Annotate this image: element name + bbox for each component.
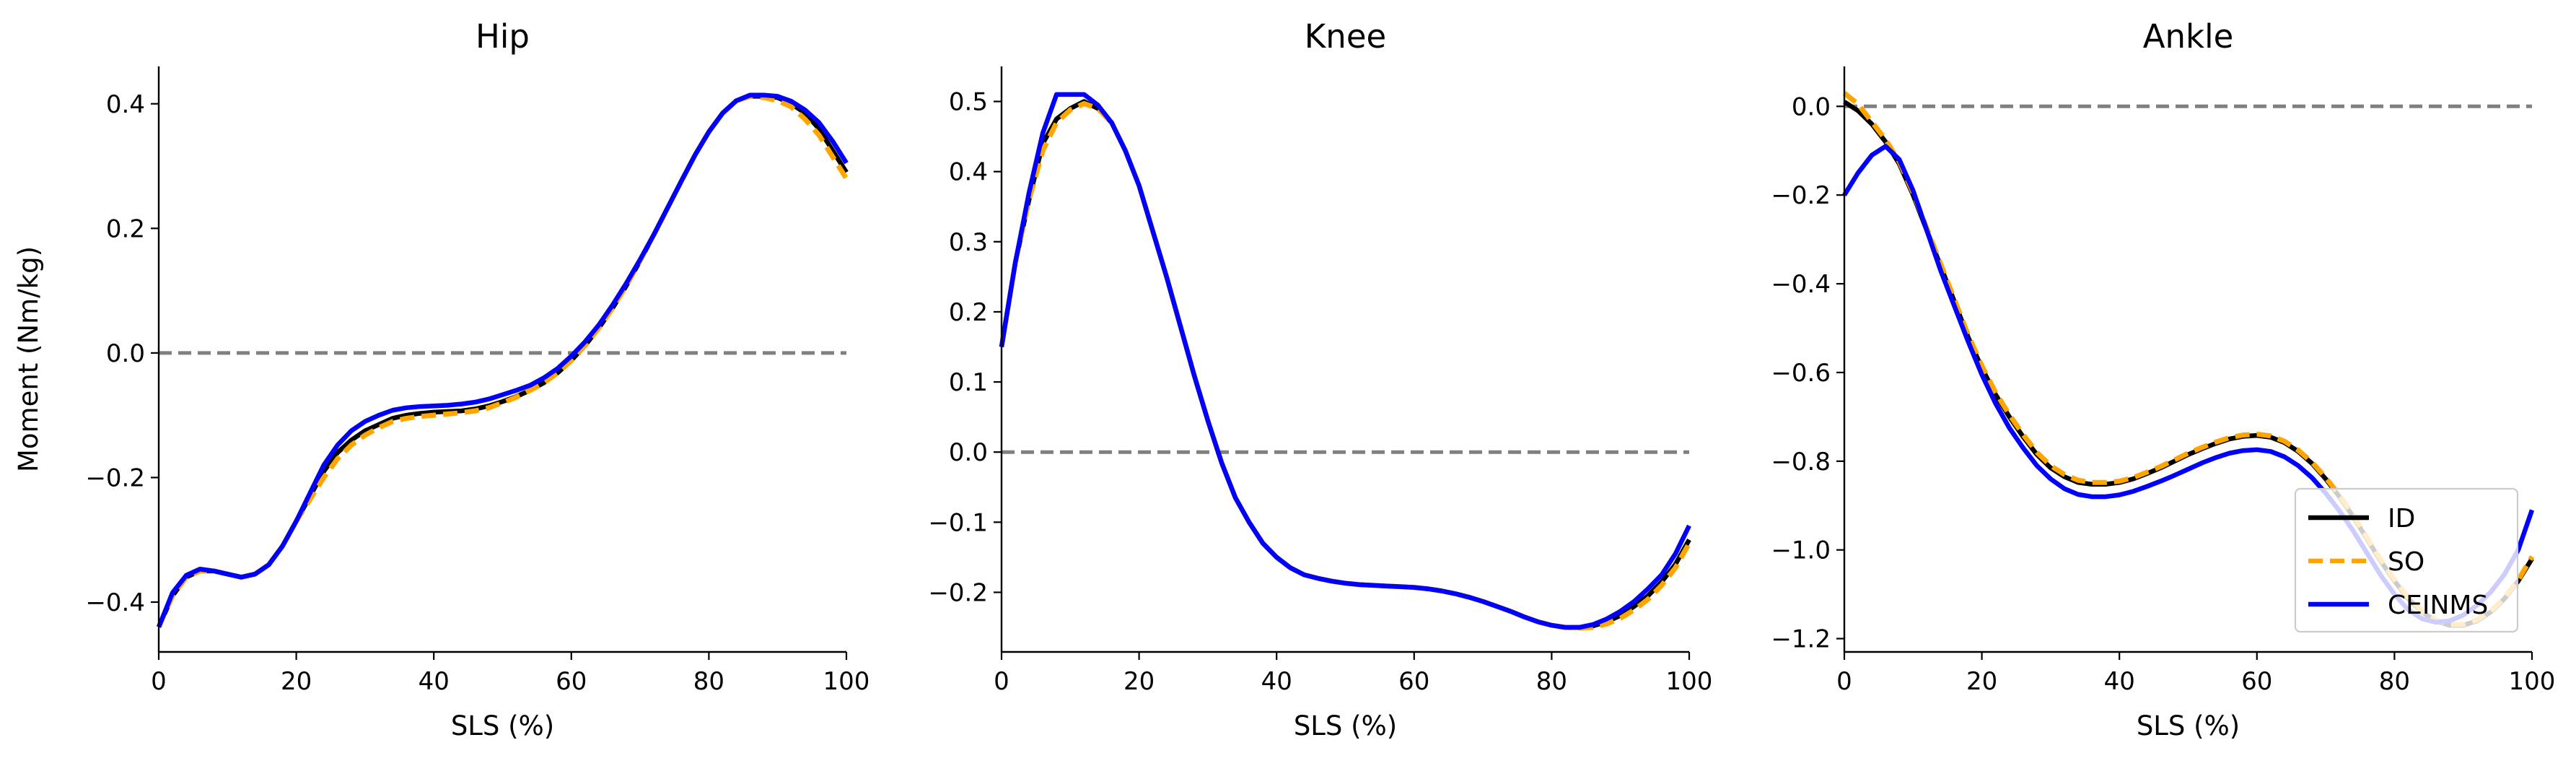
legend-box — [2294, 487, 2519, 633]
knee-y-tick-label: 0.2 — [949, 298, 988, 327]
knee-x-tick-label: 20 — [1123, 667, 1155, 696]
ankle-y-tick-label: −0.2 — [1771, 181, 1831, 210]
knee-x-tick-label: 80 — [1536, 667, 1567, 696]
hip-y-tick-label: 0.2 — [106, 214, 145, 243]
legend: ID SO CEINMS — [2294, 487, 2519, 633]
hip-x-axis-label: SLS (%) — [451, 710, 554, 741]
ankle-y-tick-label: 0.0 — [1792, 92, 1831, 121]
knee-title: Knee — [1305, 17, 1386, 56]
knee-x-tick-label: 100 — [1666, 667, 1713, 696]
ankle-y-tick-label: −0.4 — [1771, 270, 1831, 299]
hip-y-tick-label: −0.2 — [85, 463, 145, 492]
ankle-x-tick-label: 40 — [2104, 667, 2135, 696]
ankle-y-tick-label: −1.0 — [1771, 536, 1831, 565]
knee-x-tick-label: 40 — [1261, 667, 1292, 696]
legend-id-label: ID — [2388, 504, 2415, 534]
ankle-y-tick-label: −1.2 — [1771, 625, 1831, 654]
knee-y-tick-label: −0.1 — [928, 508, 988, 537]
hip-series-ceinms-line — [156, 92, 849, 628]
ankle-y-tick-label: −0.8 — [1771, 448, 1831, 476]
hip-y-tick-label: 0.4 — [106, 90, 145, 119]
hip-x-tick-label: 20 — [281, 667, 312, 696]
panel-hip: Hip SLS (%) Moment (Nm/kg) 0 20 40 60 80 100 −0.4… — [13, 17, 869, 741]
knee-y-tick-label: 0.5 — [949, 88, 988, 117]
knee-y-tick-label: 0.1 — [949, 368, 988, 397]
knee-y-tick-label: −0.2 — [928, 578, 988, 607]
panel-knee: Knee SLS (%) 0 20 40 60 80 100 −0.2 −0.1 0.0 0.1 0.2… — [928, 17, 1712, 741]
hip-x-tick-label: 40 — [419, 667, 450, 696]
legend-so-label: SO — [2388, 547, 2424, 577]
legend-ceinms-label: CEINMS — [2388, 591, 2488, 620]
knee-x-tick-label: 0 — [994, 667, 1009, 696]
ankle-title: Ankle — [2143, 17, 2234, 56]
ankle-x-tick-label: 80 — [2379, 667, 2410, 696]
ankle-x-tick-label: 20 — [1966, 667, 1997, 696]
ankle-y-tick-label: −0.6 — [1771, 359, 1831, 388]
ankle-x-tick-label: 0 — [1836, 667, 1852, 696]
hip-x-tick-label: 100 — [823, 667, 870, 696]
knee-x-axis-label: SLS (%) — [1294, 710, 1397, 741]
hip-title: Hip — [476, 17, 530, 56]
hip-x-tick-label: 60 — [556, 667, 587, 696]
knee-series-ceinms-line — [999, 92, 1691, 630]
ankle-x-tick-label: 60 — [2241, 667, 2272, 696]
hip-y-tick-label: −0.4 — [85, 588, 145, 617]
hip-x-tick-label: 80 — [693, 667, 724, 696]
knee-y-tick-label: 0.4 — [949, 158, 988, 187]
knee-y-tick-label: 0.0 — [949, 438, 988, 467]
ankle-x-axis-label: SLS (%) — [2137, 710, 2240, 741]
panel-ankle: Ankle SLS (%) 0 20 40 60 80 100 −1.2 −1.0 −0.8 −0.6… — [1771, 17, 2555, 741]
hip-x-tick-label: 0 — [151, 667, 167, 696]
knee-y-tick-label: 0.3 — [949, 228, 988, 257]
knee-x-tick-label: 60 — [1398, 667, 1429, 696]
hip-y-axis-label: Moment (Nm/kg) — [13, 246, 44, 472]
ankle-x-tick-label: 100 — [2509, 667, 2556, 696]
hip-y-tick-label: 0.0 — [106, 339, 145, 368]
